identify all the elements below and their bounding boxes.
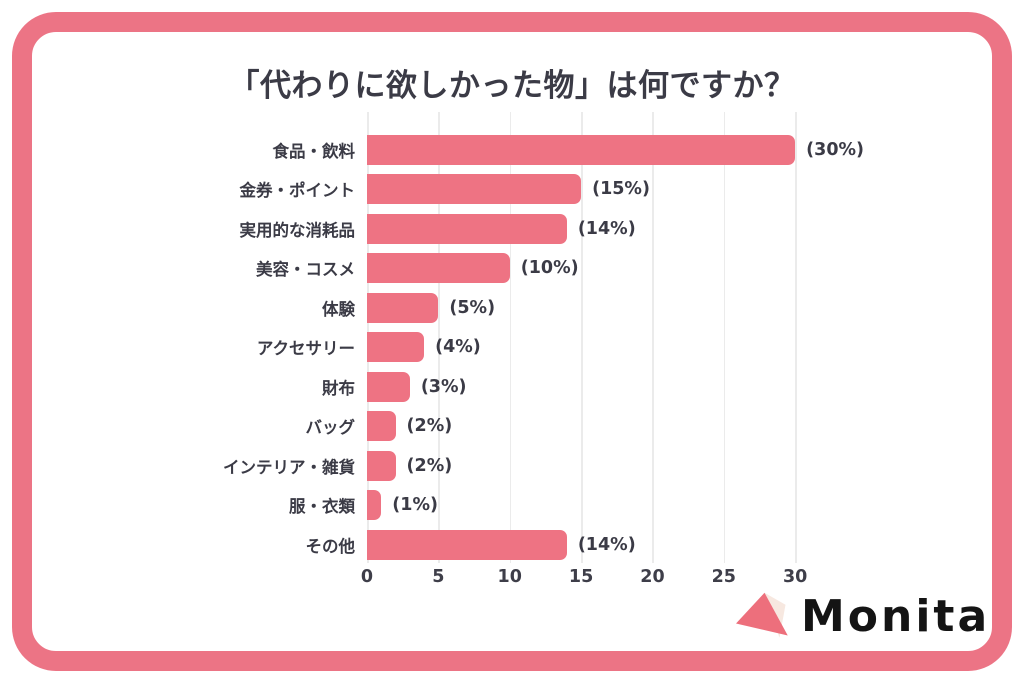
bar (367, 213, 567, 244)
category-label: その他 (305, 536, 356, 556)
category-label: アクセサリー (256, 339, 355, 359)
bar (367, 450, 396, 481)
bar-track: (14%) (367, 529, 838, 560)
value-label: (1%) (392, 495, 438, 516)
bar-track: (1%) (367, 490, 838, 521)
gridline-15 (581, 112, 583, 563)
x-axis-tick-label: 15 (568, 566, 594, 587)
gridline-25 (723, 112, 726, 563)
bar (367, 292, 439, 323)
category-label: 服・衣類 (289, 497, 355, 517)
gridline-30 (795, 112, 797, 563)
chart-row: その他 (14%) (215, 525, 838, 565)
bar (367, 253, 510, 284)
page-border-frame (12, 12, 1012, 671)
value-label: (10%) (520, 258, 579, 279)
bar (367, 134, 796, 165)
bar-chart: 食品・飲料 (30%) 金券・ポイント (15%) 実用的な消耗品 (14%) 美容・コスメ… (215, 112, 864, 593)
x-axis-tick-label: 0 (360, 566, 374, 587)
bar-track: (30%) (367, 134, 864, 165)
x-axis-tick-label: 25 (711, 566, 736, 587)
x-axis-tick-label: 5 (432, 566, 445, 587)
category-label: 金券・ポイント (239, 181, 356, 201)
bar-track: (3%) (367, 371, 838, 402)
category-label: バッグ (305, 418, 356, 438)
value-label: (14%) (577, 218, 636, 239)
chart-row: 財布 (3%) (215, 367, 838, 407)
bar-track: (4%) (367, 332, 838, 363)
category-label: 財布 (322, 378, 355, 398)
value-label: (15%) (592, 179, 650, 200)
bar-track: (15%) (367, 174, 838, 205)
chart-row: インテリア・雑貨 (2%) (215, 446, 838, 486)
bar (367, 332, 425, 363)
value-label: (5%) (449, 297, 496, 318)
bar-track: (10%) (367, 253, 838, 284)
value-label: (4%) (435, 337, 481, 358)
gridline-10 (509, 112, 512, 563)
category-label: 美容・コスメ (256, 260, 355, 280)
bar (367, 174, 582, 205)
chart-row: 実用的な消耗品 (14%) (215, 209, 838, 249)
chart-row: 服・衣類 (1%) (215, 486, 838, 526)
x-axis-tick-label: 30 (782, 566, 808, 587)
category-label: 体験 (322, 299, 355, 319)
chart-rows: 食品・飲料 (30%) 金券・ポイント (15%) 実用的な消耗品 (14%) 美容・コスメ… (215, 130, 864, 565)
bar (367, 411, 396, 442)
bar (367, 490, 382, 521)
chart-row: 金券・ポイント (15%) (215, 170, 838, 210)
bar-track: (14%) (367, 213, 838, 244)
bar-track: (5%) (367, 292, 838, 323)
gridline-5 (438, 112, 440, 563)
chart-row: 美容・コスメ (10%) (215, 249, 838, 289)
category-label: 食品・飲料 (272, 141, 356, 161)
value-label: (30%) (806, 139, 865, 160)
logo: Monita (733, 588, 990, 644)
triangle-logo-icon (736, 592, 788, 638)
bar (367, 371, 410, 402)
value-label: (3%) (420, 376, 467, 397)
value-label: (2%) (406, 416, 453, 437)
value-label: (14%) (577, 534, 636, 555)
category-label: 実用的な消耗品 (239, 220, 356, 240)
chart-row: アクセサリー (4%) (215, 328, 838, 368)
x-axis: 0 5 10 15 20 25 30 (361, 566, 838, 593)
value-label: (2%) (406, 455, 453, 476)
bar (367, 529, 567, 560)
x-axis-tick-label: 20 (640, 566, 665, 587)
chart-row: 体験 (5%) (215, 288, 838, 328)
chart-title: 「代わりに欲しかった物」は何ですか？ (228, 68, 796, 104)
chart-row: 食品・飲料 (30%) (215, 130, 864, 170)
bar-track: (2%) (367, 411, 838, 442)
logo-text: Monita (801, 590, 991, 642)
gridline-20 (652, 112, 654, 563)
x-axis-tick-label: 10 (497, 566, 522, 587)
chart-row: バッグ (2%) (215, 407, 838, 447)
bar-track: (2%) (367, 450, 838, 481)
category-label: インテリア・雑貨 (223, 457, 355, 477)
